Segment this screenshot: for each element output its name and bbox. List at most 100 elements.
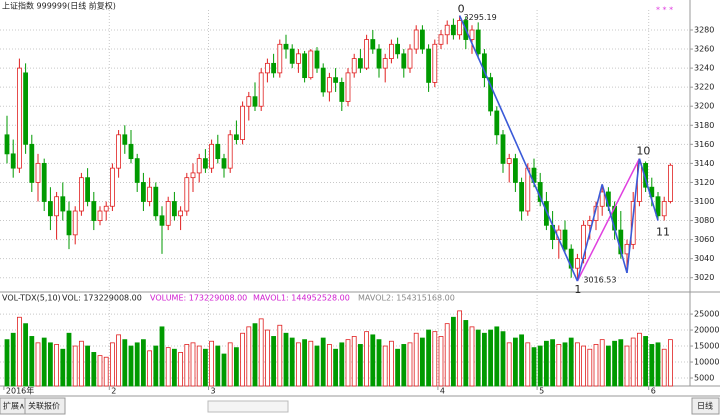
candle-body: [190, 172, 196, 179]
candle-body: [264, 62, 270, 74]
volume-bar: [227, 342, 233, 387]
volume-bar: [153, 345, 159, 387]
candle-body: [271, 62, 277, 74]
volume-bar: [128, 345, 134, 387]
candle-body: [525, 167, 531, 212]
volume-stat: VOLUME: 173229008.00: [150, 294, 247, 303]
volume-bar: [649, 344, 655, 387]
tab-label[interactable]: 扩展∧: [3, 401, 25, 411]
volume-bar: [469, 326, 475, 387]
candle-body: [289, 48, 295, 64]
tab[interactable]: [24, 397, 66, 415]
candle-body: [407, 48, 413, 69]
volume-bar: [457, 310, 463, 387]
candle-body: [91, 201, 97, 221]
volume-bar: [60, 348, 66, 387]
candle-body: [159, 215, 165, 226]
volume-bar: [401, 344, 407, 387]
y-tick-label: 3160: [694, 140, 714, 149]
volume-bar: [48, 342, 53, 387]
volume-bar: [41, 337, 47, 387]
volume-bar: [333, 348, 339, 387]
wave-line: [458, 15, 579, 282]
volume-bar: [79, 340, 84, 387]
volume-bar: [500, 331, 506, 387]
volume-bar: [178, 352, 184, 387]
period-label[interactable]: 日线: [697, 401, 713, 411]
candle-body: [240, 105, 246, 140]
candle-body: [147, 186, 153, 202]
volume-bar: [488, 329, 494, 387]
volume-stat: MAVOL1: 144952528.00: [253, 294, 350, 303]
candle-body: [575, 258, 580, 269]
candle-body: [599, 191, 605, 207]
y-tick-label: 3100: [694, 197, 714, 206]
candle-body: [116, 134, 121, 169]
candle-body: [419, 29, 425, 50]
volume-bar: [190, 342, 196, 387]
volume-bar: [10, 332, 16, 387]
candle-body: [370, 39, 376, 50]
volume-bar: [246, 326, 252, 387]
candle-body: [171, 201, 177, 217]
candle-body: [72, 210, 78, 236]
candle-body: [140, 182, 146, 202]
toolbar-icons[interactable]: [207, 400, 289, 413]
candle-body: [624, 243, 630, 255]
candle-body: [283, 43, 289, 50]
y-tick-label: 3260: [694, 45, 714, 54]
tab-label[interactable]: 关联报价: [28, 401, 60, 411]
y-tick-label: 3060: [694, 235, 714, 244]
y-tick-label: 3020: [694, 273, 714, 282]
period-button[interactable]: [691, 397, 720, 415]
volume-bar: [587, 348, 593, 387]
volume-bar: [233, 347, 239, 387]
volume-bar: [16, 316, 22, 387]
volume-bar: [283, 332, 289, 387]
volume-bar: [202, 348, 208, 387]
volume-bar: [221, 353, 227, 387]
volume-bar: [668, 339, 673, 387]
volume-bar: [388, 340, 394, 387]
candle-body: [513, 158, 518, 183]
x-tick-label: 5: [539, 387, 544, 396]
volume-bar: [637, 332, 642, 387]
candle-body: [401, 53, 407, 69]
candle-body: [23, 72, 29, 145]
candle-body: [277, 43, 283, 74]
volume-bar: [97, 355, 103, 387]
wave-line: [601, 184, 628, 274]
candle-body: [295, 53, 301, 64]
volume-bar: [568, 337, 574, 387]
volume-bar: [444, 323, 450, 387]
volume-bar: [165, 347, 171, 387]
volume-bar: [426, 329, 432, 387]
volume-bar: [357, 344, 363, 387]
volume-bar: [376, 339, 382, 387]
y-tick-label: 3180: [694, 121, 714, 130]
price-label: 3295.19: [464, 13, 497, 22]
volume-bar: [252, 323, 258, 387]
x-tick-label: 3: [211, 387, 216, 396]
y-tick-label: 3220: [694, 83, 714, 92]
candle-body: [519, 182, 524, 212]
candle-body: [500, 134, 506, 164]
volume-bar: [134, 342, 140, 387]
volume-bar: [593, 344, 599, 387]
candle-body: [475, 29, 481, 55]
volume-bar: [66, 332, 72, 387]
volume-bar: [85, 345, 90, 387]
candle-body: [165, 201, 171, 226]
candle-body: [364, 39, 370, 69]
y-tick-label: 10000: [694, 358, 719, 367]
candle-body: [122, 134, 128, 145]
volume-title: VOL-TDX(5,10): [2, 294, 61, 303]
volume-bar: [562, 342, 568, 387]
volume-bar: [494, 326, 500, 387]
volume-bar: [302, 339, 308, 387]
volume-bar: [550, 339, 555, 387]
wave-label: 11: [656, 226, 670, 239]
candle-body: [60, 196, 66, 212]
volume-bar: [351, 336, 357, 387]
y-tick-label: 20000: [694, 326, 719, 335]
